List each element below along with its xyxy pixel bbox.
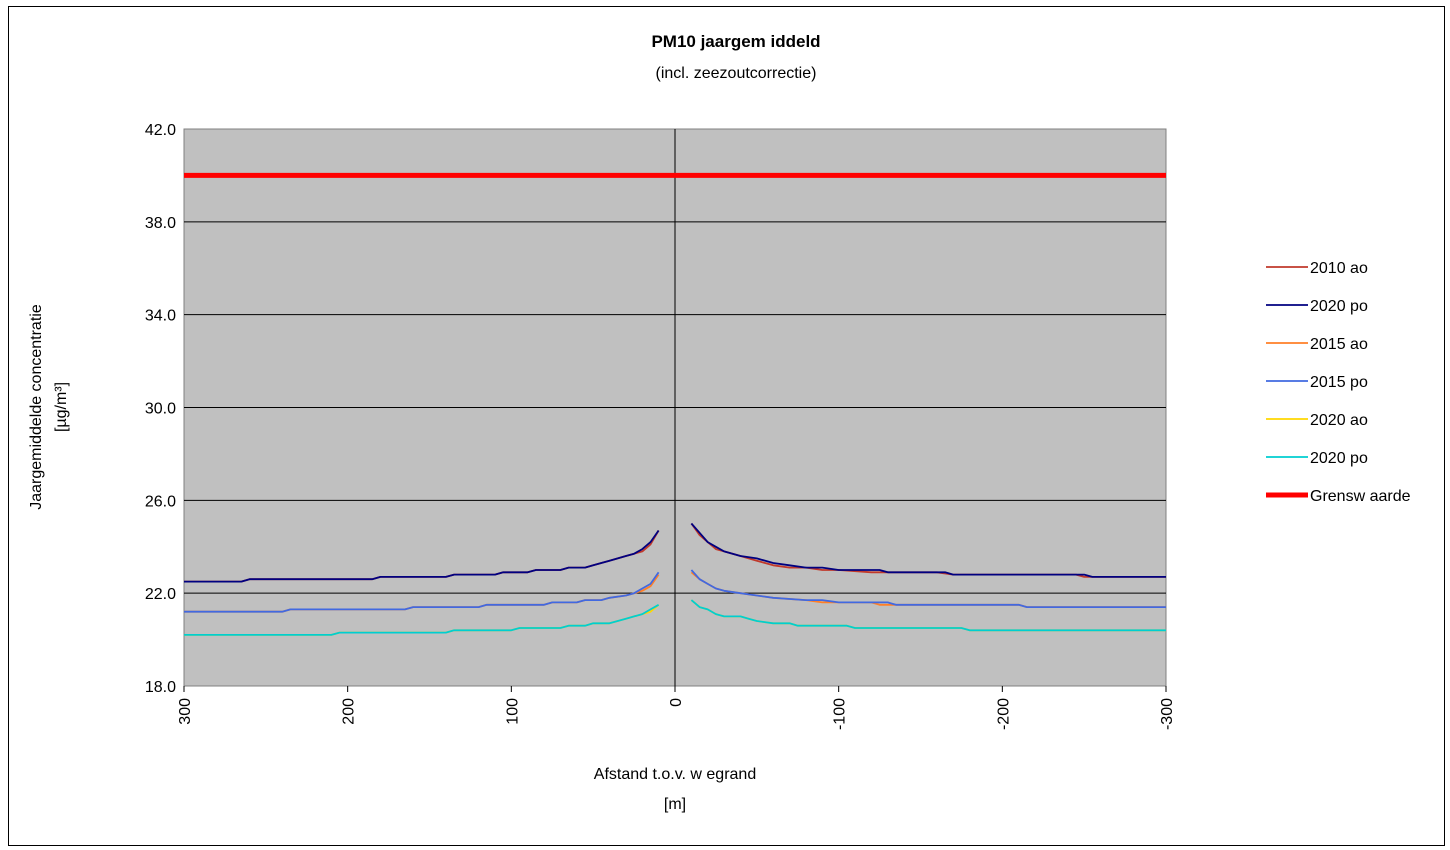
y-axis-unit: [µg/m³] [53,382,70,432]
chart-subtitle: (incl. zeezoutcorrectie) [656,65,817,82]
x-tick-label: 100 [504,698,521,725]
legend-label: 2020 po [1310,450,1368,467]
y-tick-label: 30.0 [145,401,176,418]
series-line-3-right [690,569,1166,608]
x-axis-label: Afstand t.o.v. w egrand [594,766,756,783]
series-line-5-left [184,604,660,636]
y-tick-label: 42.0 [145,122,176,139]
legend-label: 2010 ao [1310,260,1368,277]
legend-label: 2020 ao [1310,412,1368,429]
x-tick-label: -200 [995,698,1012,730]
x-tick-label: 0 [668,698,685,707]
y-tick-label: 38.0 [145,215,176,232]
series-lines [184,172,1166,636]
series-line-1-left [184,529,660,583]
x-tick-label: 300 [177,698,194,725]
series-line-3-left [184,571,660,613]
chart-svg: PM10 jaargem iddeld (incl. zeezoutcorrec… [28,32,1411,813]
series-line-5-right [690,599,1166,632]
y-axis-ticks: 18.0 22.0 26.0 30.0 34.0 38.0 42.0 [145,122,176,696]
y-tick-label: 18.0 [145,679,176,696]
x-tick-label: 200 [341,698,358,725]
y-tick-label: 22.0 [145,586,176,603]
legend-label: 2015 ao [1310,336,1368,353]
y-tick-label: 34.0 [145,308,176,325]
legend-label: Grensw aarde [1310,488,1411,505]
legend-label: 2015 po [1310,374,1368,391]
y-tick-label: 26.0 [145,493,176,510]
series-line-1-right [690,522,1166,578]
chart-frame: PM10 jaargem iddeld (incl. zeezoutcorrec… [8,6,1445,846]
x-tick-label: -300 [1159,698,1176,730]
chart-title: PM10 jaargem iddeld [651,32,820,51]
x-axis-ticks: 300 200 100 0 -100 -200 -300 [177,686,1176,730]
x-tick-label: -100 [832,698,849,730]
legend: 2010 ao 2020 po 2015 ao 2015 po 2020 ao 2020 … [1266,260,1411,505]
x-axis-unit: [m] [664,796,686,813]
legend-label: 2020 po [1310,298,1368,315]
y-axis-label: Jaargemiddelde concentratie [28,304,45,510]
